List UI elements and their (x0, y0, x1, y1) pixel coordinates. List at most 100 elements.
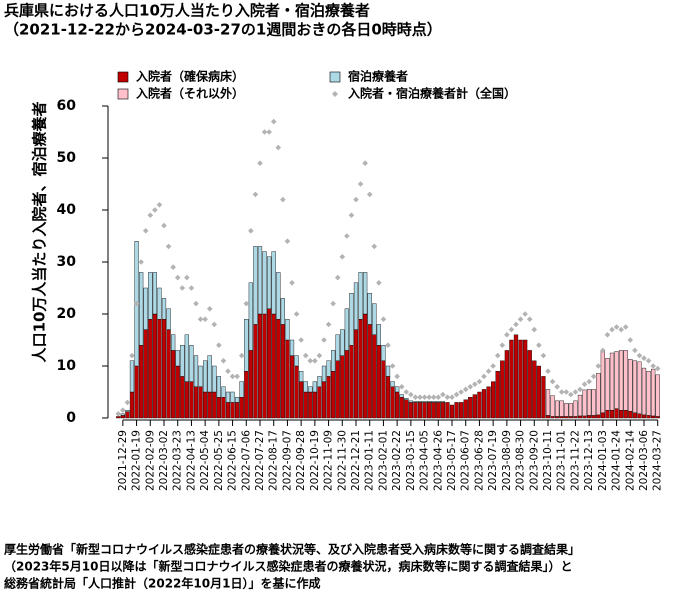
bar-segment (189, 345, 194, 382)
national-point (481, 373, 487, 380)
national-point (545, 368, 551, 374)
national-point (188, 285, 195, 291)
bar-segment (120, 415, 125, 419)
bar-segment (481, 389, 487, 419)
bar-segment (609, 352, 615, 411)
x-tick-label: 2022-06-15 (227, 430, 239, 491)
bar-segment (486, 386, 491, 419)
x-tick-label: 2022-04-13 (185, 430, 197, 491)
chart-subtitle: （2021-12-22から2024-03-27の1週間おきの各日0時時点） (4, 21, 442, 39)
bar-segment (427, 401, 432, 403)
bar-segment (299, 381, 304, 419)
x-tick-label: 2023-06-28 (473, 430, 485, 491)
bar-segment (253, 246, 258, 325)
bar-segment (568, 416, 573, 419)
bar-segment (225, 402, 231, 419)
bar-segment (381, 345, 386, 362)
national-point (270, 118, 277, 125)
bar-segment (628, 411, 633, 419)
bar-segment (289, 355, 295, 419)
national-point (206, 306, 213, 312)
national-point (531, 326, 538, 333)
national-point (540, 352, 547, 359)
bar-segment (637, 413, 642, 419)
national-point (202, 316, 208, 322)
national-point (462, 386, 469, 393)
y-tick-label: 20 (57, 306, 77, 322)
bar-segment (587, 389, 592, 416)
national-point (609, 326, 615, 333)
bar-segment (193, 355, 199, 388)
bar-segment (436, 401, 441, 403)
bar-segment (372, 334, 377, 419)
x-tick-label: 2024-02-14 (624, 430, 636, 491)
national-point (558, 389, 565, 395)
national-point (248, 228, 254, 234)
x-tick-label: 2022-05-25 (213, 430, 225, 491)
bar-segment (148, 319, 153, 419)
national-point (536, 342, 542, 348)
bar-segment (267, 308, 272, 419)
bar-segment (175, 350, 180, 367)
bar-segment (559, 416, 564, 419)
bar-segment (134, 365, 139, 419)
bar-segment (523, 339, 528, 419)
bar-segment (239, 381, 244, 398)
source-line: 総務省統計局「人口推計（2022年10月1日）」を基に作成 (4, 576, 320, 591)
bar-segment (550, 395, 555, 417)
bar-segment (363, 313, 368, 419)
x-tick-label: 2024-03-06 (638, 430, 650, 491)
bar-segment (289, 339, 295, 356)
bar-segment (267, 256, 272, 309)
bar-segment (527, 350, 532, 419)
bar-segment (308, 391, 313, 419)
national-point (371, 243, 378, 250)
bar-segment (532, 360, 537, 419)
x-tick-label: 2023-05-17 (446, 430, 458, 491)
bar-segment (641, 414, 647, 419)
bar-segment (184, 381, 189, 419)
national-point (120, 407, 126, 413)
bar-segment (180, 376, 185, 419)
bar-segment (463, 399, 468, 419)
bar-segment (363, 272, 368, 315)
legend-swatch (329, 71, 341, 83)
national-point (636, 352, 643, 359)
x-tick-label: 2023-12-13 (583, 430, 595, 491)
national-point (156, 202, 163, 208)
bar-segment (166, 308, 171, 330)
bar-segment (303, 391, 308, 419)
national-point (554, 384, 560, 390)
bar-segment (312, 381, 317, 393)
bar-segment (646, 415, 651, 419)
national-point (504, 332, 510, 338)
bar-segment (568, 403, 573, 417)
bar-segment (294, 355, 299, 367)
x-tick-label: 2024-01-24 (611, 430, 623, 491)
bar-segment (257, 313, 263, 419)
bar-segment (619, 410, 624, 419)
national-point (632, 347, 638, 354)
x-tick-label: 2023-04-26 (432, 430, 444, 491)
bar-segment (207, 355, 212, 393)
national-point (284, 238, 291, 244)
bar-segment (358, 319, 363, 419)
bar-segment (129, 360, 135, 393)
bar-segment (504, 350, 509, 419)
bar-segment (417, 402, 423, 419)
bar-segment (244, 319, 249, 372)
bar-segment (600, 350, 605, 413)
bar-segment (157, 319, 162, 419)
x-tick-label: 2022-08-17 (268, 430, 280, 491)
national-point (124, 399, 131, 406)
bar-segment (623, 410, 628, 419)
bar-segment (408, 402, 413, 419)
bar-segment (390, 381, 395, 388)
bar-segment (125, 410, 130, 412)
national-point (449, 394, 455, 400)
national-point (622, 324, 629, 330)
bar-segment (385, 376, 391, 419)
bar-segment (230, 402, 235, 419)
bar-segment (376, 345, 381, 419)
national-point (238, 352, 245, 359)
